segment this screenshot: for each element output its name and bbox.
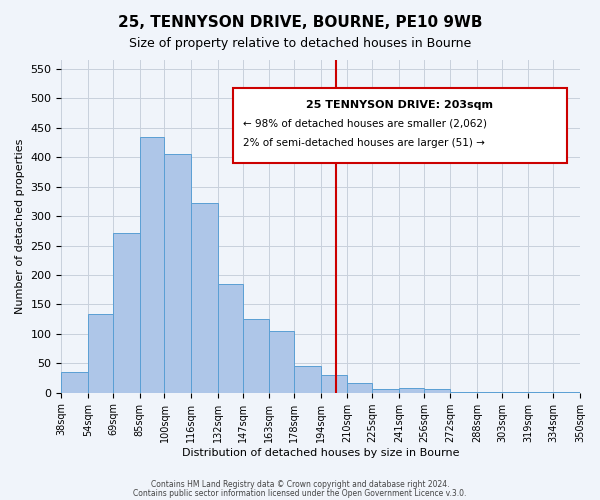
Bar: [294, 366, 321, 392]
Bar: [191, 203, 218, 392]
Text: 25 TENNYSON DRIVE: 203sqm: 25 TENNYSON DRIVE: 203sqm: [306, 100, 493, 110]
Text: Contains public sector information licensed under the Open Government Licence v.: Contains public sector information licen…: [133, 488, 467, 498]
Bar: [347, 384, 372, 392]
X-axis label: Distribution of detached houses by size in Bourne: Distribution of detached houses by size …: [182, 448, 460, 458]
Bar: [372, 388, 399, 392]
Bar: [88, 314, 113, 392]
Bar: [424, 388, 451, 392]
Bar: [321, 375, 347, 392]
Bar: [113, 232, 140, 392]
Bar: [399, 388, 424, 392]
Bar: [242, 319, 269, 392]
Y-axis label: Number of detached properties: Number of detached properties: [15, 138, 25, 314]
Bar: [164, 154, 191, 392]
Text: Contains HM Land Registry data © Crown copyright and database right 2024.: Contains HM Land Registry data © Crown c…: [151, 480, 449, 489]
Bar: [218, 284, 242, 393]
Text: 2% of semi-detached houses are larger (51) →: 2% of semi-detached houses are larger (5…: [243, 138, 485, 148]
Text: 25, TENNYSON DRIVE, BOURNE, PE10 9WB: 25, TENNYSON DRIVE, BOURNE, PE10 9WB: [118, 15, 482, 30]
Bar: [269, 331, 294, 392]
Text: ← 98% of detached houses are smaller (2,062): ← 98% of detached houses are smaller (2,…: [243, 118, 487, 128]
Text: Size of property relative to detached houses in Bourne: Size of property relative to detached ho…: [129, 38, 471, 51]
FancyBboxPatch shape: [233, 88, 567, 163]
Bar: [61, 372, 88, 392]
Bar: [140, 136, 164, 392]
